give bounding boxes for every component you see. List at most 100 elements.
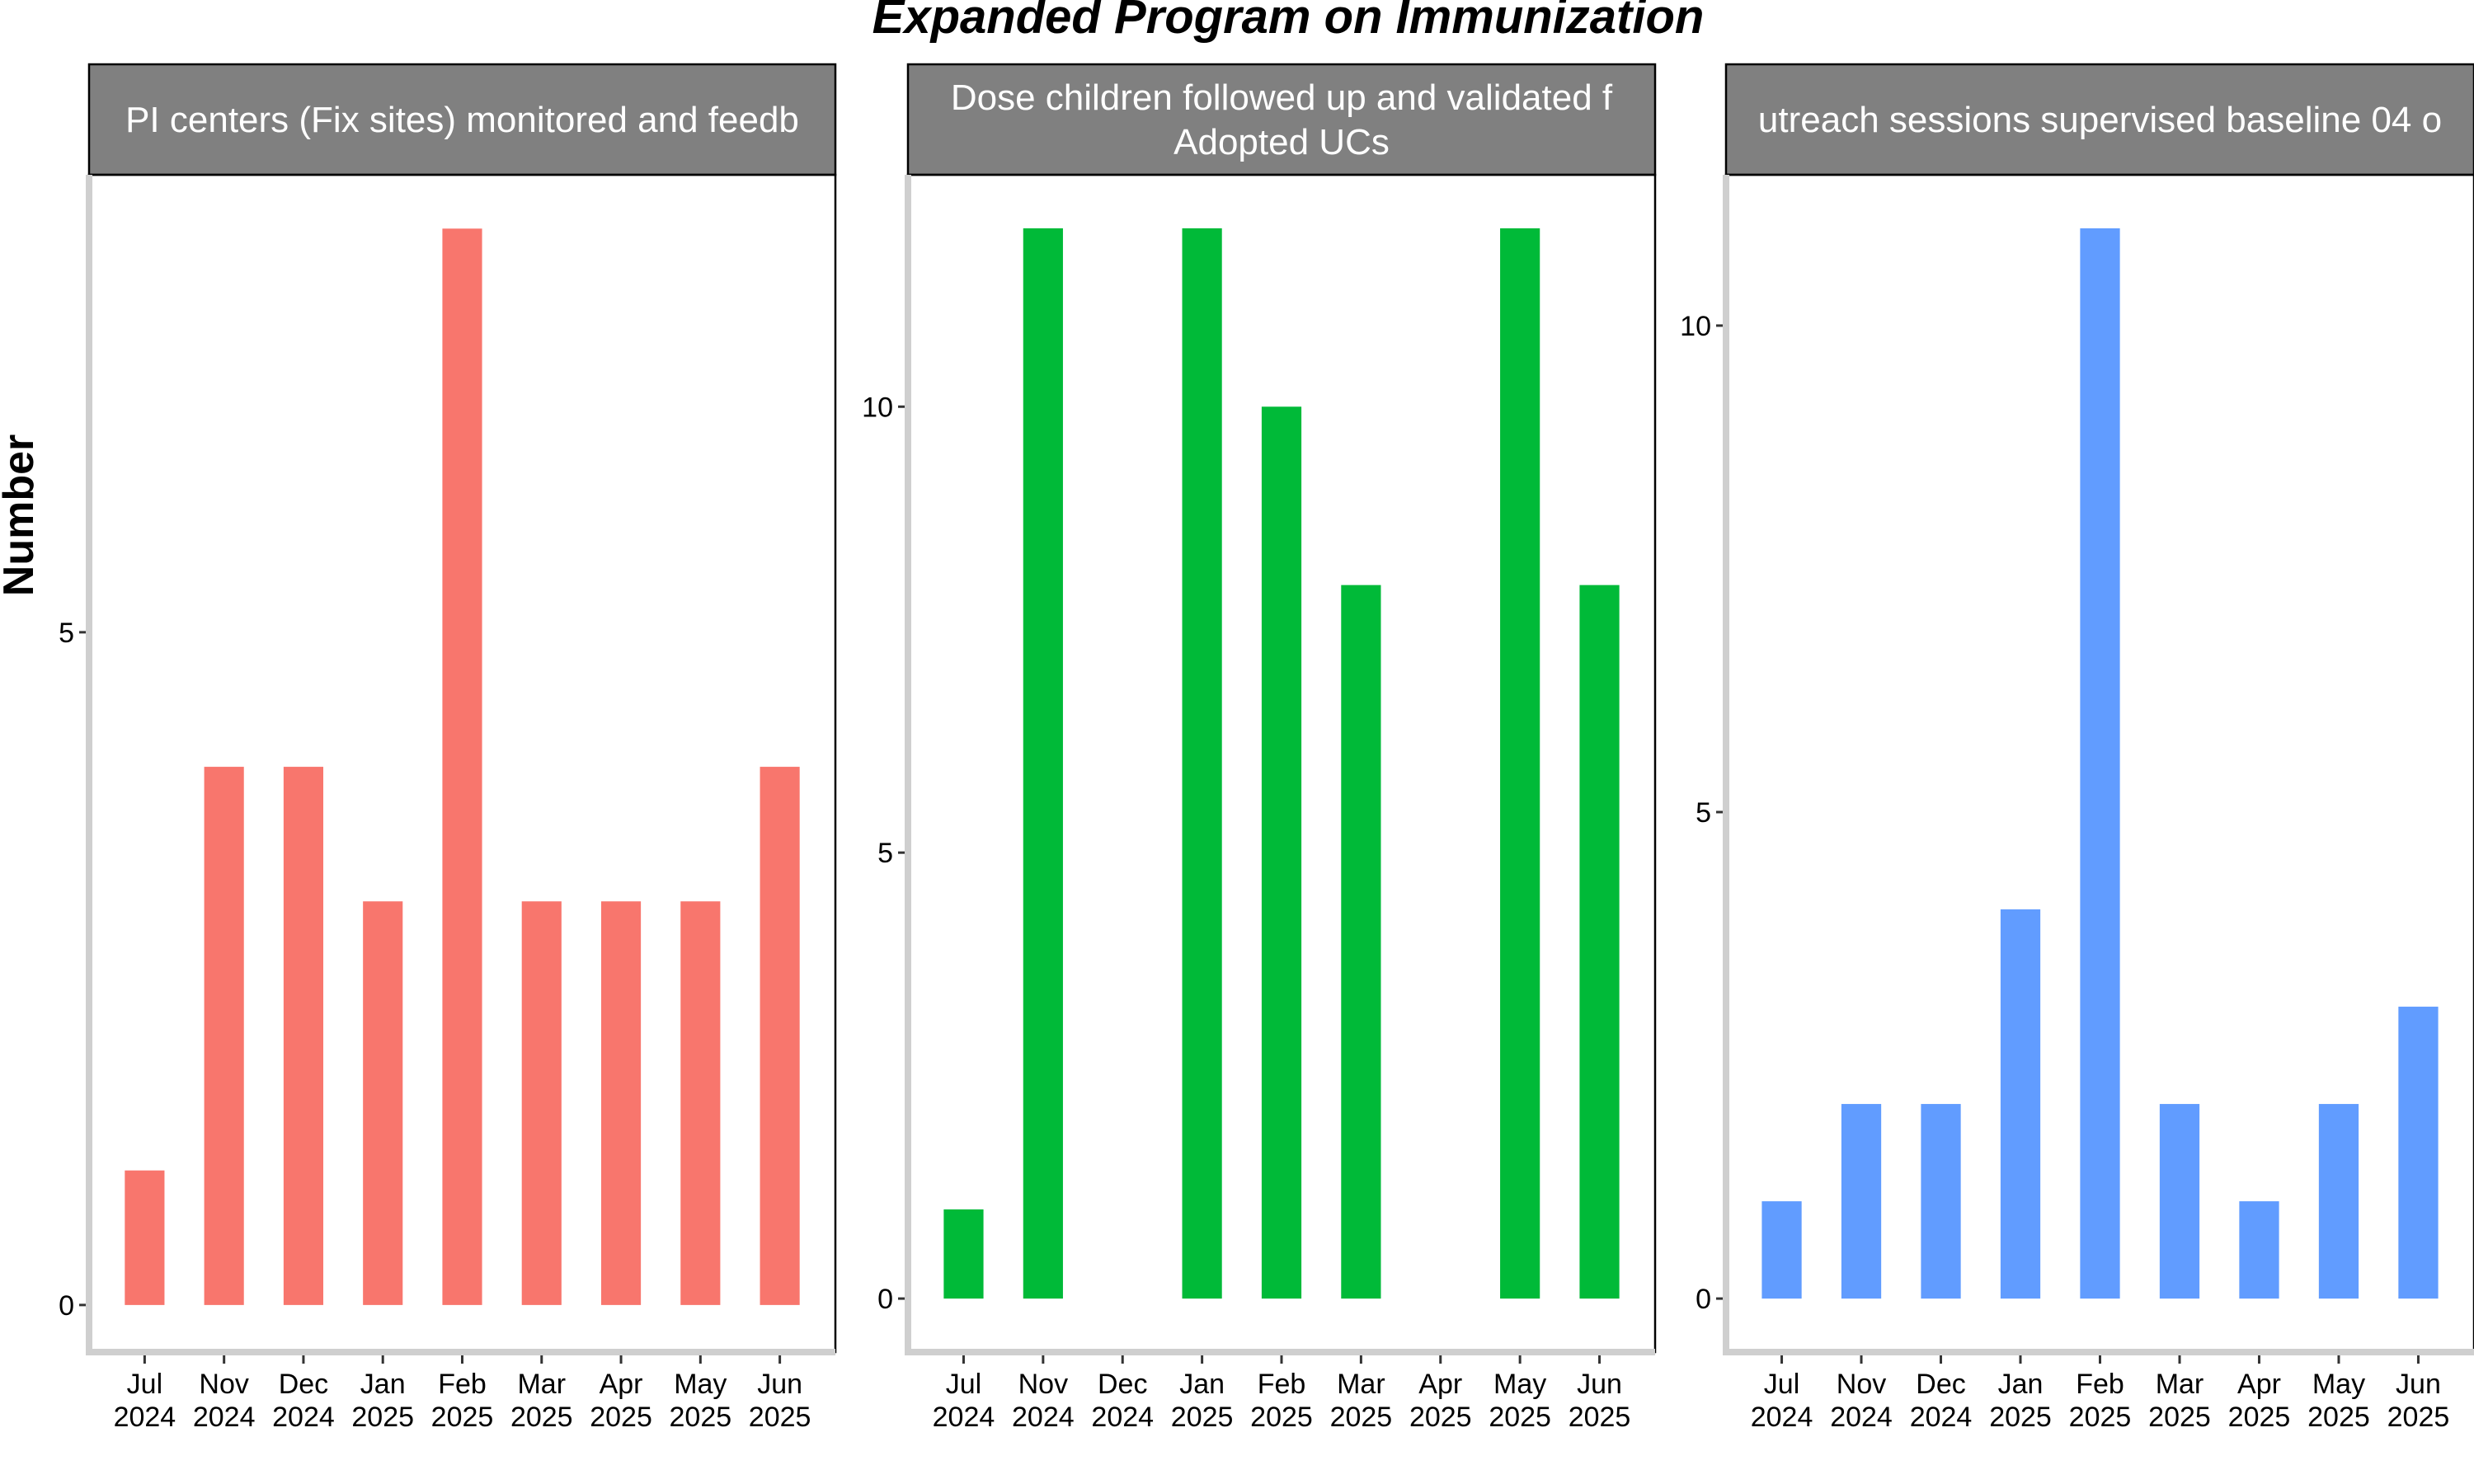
bar: [2318, 1104, 2359, 1299]
x-tick-label: Jan 2025: [1989, 1369, 2052, 1433]
bar: [943, 1209, 984, 1299]
x-tick-label-year: 2025: [1330, 1402, 1393, 1433]
x-tick-label-month: May: [674, 1369, 727, 1400]
x-tick-label-month: Nov: [1837, 1369, 1886, 1400]
bar: [680, 901, 721, 1305]
x-tick-label: Feb 2025: [1250, 1369, 1313, 1433]
x-tick-label: Mar 2025: [510, 1369, 573, 1433]
x-tick-label-month: Feb: [438, 1369, 487, 1400]
bar: [1261, 406, 1302, 1299]
bar: [1841, 1104, 1882, 1299]
x-tick-label-year: 2025: [1569, 1402, 1631, 1433]
x-tick-label-month: Jan: [1998, 1369, 2044, 1400]
x-tick-label: May 2025: [1489, 1369, 1551, 1433]
x-tick-label-year: 2025: [431, 1402, 494, 1433]
x-tick-label-year: 2025: [749, 1402, 811, 1433]
facet-strip-label: Dose children followed up and validated …: [951, 77, 1613, 118]
bar: [1341, 585, 1381, 1299]
x-tick-label-month: Nov: [1018, 1369, 1068, 1400]
panels: PI centers (Fix sites) monitored and fee…: [59, 63, 2474, 1433]
x-tick-label-year: 2024: [272, 1402, 335, 1433]
x-tick-label-month: Feb: [1258, 1369, 1306, 1400]
facet-strip-label-group: Dose children followed up and validated …: [951, 77, 1613, 162]
x-tick-label-month: Mar: [517, 1369, 566, 1400]
x-tick-label: Mar 2025: [1330, 1369, 1393, 1433]
y-tick-label: 10: [1680, 311, 1711, 342]
x-tick-label: Nov 2024: [193, 1369, 256, 1433]
facet-panel-2: Dose children followed up and validated …: [862, 63, 1657, 1433]
x-tick-label: Dec 2024: [1091, 1369, 1154, 1433]
x-tick-label: Jun 2025: [2387, 1369, 2450, 1433]
y-tick-label: 0: [877, 1284, 893, 1315]
chart-title: Expanded Program on Immunization: [872, 0, 1705, 44]
y-axis-label: Number: [0, 434, 43, 596]
bar: [2239, 1201, 2279, 1299]
y-tick-label: 5: [877, 838, 893, 869]
x-tick-label-year: 2024: [933, 1402, 995, 1433]
bar: [1921, 1104, 1961, 1299]
x-tick-label: May 2025: [2307, 1369, 2370, 1433]
x-tick-label: Dec 2024: [1910, 1369, 1973, 1433]
x-tick-label-year: 2025: [1989, 1402, 2052, 1433]
x-tick-label: Feb 2025: [431, 1369, 494, 1433]
x-tick-label-year: 2025: [1409, 1402, 1472, 1433]
x-tick-label: Nov 2024: [1830, 1369, 1893, 1433]
x-tick-label-month: Dec: [1098, 1369, 1147, 1400]
x-tick-label-year: 2024: [114, 1402, 176, 1433]
bar: [760, 767, 800, 1305]
x-tick-label-year: 2024: [1830, 1402, 1893, 1433]
x-tick-label-month: Feb: [2076, 1369, 2124, 1400]
x-tick-label: Apr 2025: [590, 1369, 652, 1433]
facet-strip-label: utreach sessions supervised baseline 04 …: [1758, 100, 2442, 140]
x-tick-label: Jul 2024: [933, 1369, 995, 1433]
bar: [125, 1170, 165, 1305]
x-tick-label-year: 2025: [2148, 1402, 2211, 1433]
bar: [1761, 1201, 1802, 1299]
x-tick-label-year: 2025: [1171, 1402, 1234, 1433]
y-tick-label: 5: [59, 618, 74, 649]
x-tick-label: Dec 2024: [272, 1369, 335, 1433]
x-tick-label-month: Jul: [127, 1369, 162, 1400]
y-tick-label: 10: [862, 392, 893, 423]
y-tick-label: 5: [1696, 797, 1711, 829]
x-tick-label-month: Nov: [199, 1369, 248, 1400]
x-tick-label-month: Mar: [1337, 1369, 1385, 1400]
bar: [442, 228, 482, 1305]
facet-panel-1: PI centers (Fix sites) monitored and fee…: [59, 63, 837, 1433]
x-tick-label-month: Jun: [2396, 1369, 2441, 1400]
x-tick-label-month: Dec: [1916, 1369, 1965, 1400]
x-tick-label-month: Jul: [1764, 1369, 1799, 1400]
x-tick-label: Apr 2025: [1409, 1369, 1472, 1433]
y-tick-label: 0: [1696, 1284, 1711, 1315]
facet-panel-3: utreach sessions supervised baseline 04 …: [1680, 63, 2474, 1433]
x-tick-label-month: Jun: [757, 1369, 802, 1400]
x-tick-label-month: Mar: [2156, 1369, 2204, 1400]
x-tick-label-month: Apr: [1418, 1369, 1462, 1400]
x-tick-label-year: 2024: [193, 1402, 256, 1433]
bar: [1579, 585, 1620, 1299]
x-tick-label-month: May: [1493, 1369, 1546, 1400]
x-tick-label-year: 2025: [510, 1402, 573, 1433]
x-tick-label-month: Jun: [1577, 1369, 1622, 1400]
x-tick-label: May 2025: [670, 1369, 732, 1433]
x-tick-label: Mar 2025: [2148, 1369, 2211, 1433]
bar: [521, 901, 562, 1305]
x-tick-label-year: 2025: [351, 1402, 414, 1433]
x-tick-label-year: 2025: [2307, 1402, 2370, 1433]
x-tick-label-month: Dec: [279, 1369, 328, 1400]
x-tick-label: Jan 2025: [1171, 1369, 1234, 1433]
bar: [204, 767, 244, 1305]
facet-strip-label: Adopted UCs: [1174, 122, 1390, 162]
bar: [1023, 228, 1063, 1299]
x-tick-label: Jun 2025: [1569, 1369, 1631, 1433]
facet-strip: [87, 63, 837, 176]
x-tick-label-month: Jul: [946, 1369, 981, 1400]
x-tick-label-year: 2025: [2387, 1402, 2450, 1433]
x-tick-label: Nov 2024: [1012, 1369, 1075, 1433]
bar: [2159, 1104, 2200, 1299]
x-tick-label-year: 2025: [590, 1402, 652, 1433]
bar: [363, 901, 403, 1305]
x-tick-label-year: 2025: [2069, 1402, 2132, 1433]
x-tick-label: Jan 2025: [351, 1369, 414, 1433]
x-tick-label: Feb 2025: [2069, 1369, 2132, 1433]
